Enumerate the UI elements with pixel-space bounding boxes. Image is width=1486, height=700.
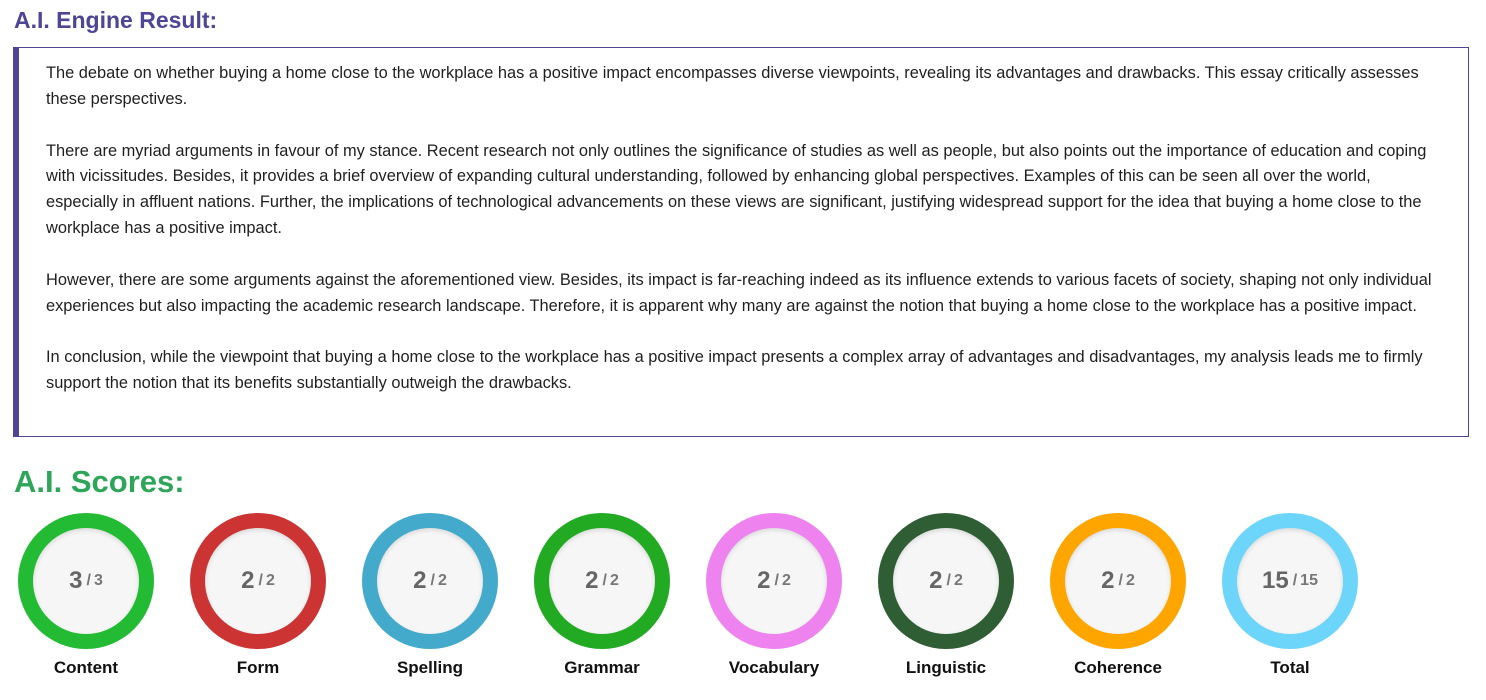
score-value: 3 <box>69 567 83 594</box>
score-total: 15/15 Total <box>1222 513 1358 693</box>
score-label: Vocabulary <box>728 658 820 677</box>
score-form: 2/2 Form <box>190 513 326 693</box>
score-ring: 2/2 <box>1050 513 1186 649</box>
score-value-display: 2/2 <box>1065 528 1171 634</box>
score-content: 3/3 Content <box>18 513 154 693</box>
score-separator: / <box>602 572 607 589</box>
score-separator: / <box>258 572 263 589</box>
essay-paragraph-3: However, there are some arguments agains… <box>46 270 1432 315</box>
score-ring: 15/15 <box>1222 513 1358 649</box>
score-label: Grammar <box>564 658 640 677</box>
score-value: 2 <box>413 567 427 594</box>
score-coherence: 2/2 Coherence <box>1050 513 1186 693</box>
score-ring: 2/2 <box>878 513 1014 649</box>
essay-paragraph-4: In conclusion, while the viewpoint that … <box>46 348 1423 393</box>
essay-result-box: The debate on whether buying a home clos… <box>13 47 1469 437</box>
score-separator: / <box>946 572 951 589</box>
score-vocabulary: 2/2 Vocabulary <box>706 513 842 693</box>
score-ring: 2/2 <box>534 513 670 649</box>
score-separator: / <box>774 572 779 589</box>
score-value: 2 <box>929 567 943 594</box>
engine-result-heading: A.I. Engine Result: <box>14 7 218 33</box>
score-value-display: 3/3 <box>33 528 139 634</box>
score-value: 15 <box>1262 567 1289 594</box>
score-value-display: 15/15 <box>1237 528 1343 634</box>
score-label: Total <box>1270 658 1310 677</box>
essay-paragraph-1: The debate on whether buying a home clos… <box>46 64 1419 108</box>
score-max: 2 <box>781 572 791 589</box>
essay-paragraph-2: There are myriad arguments in favour of … <box>46 141 1427 237</box>
score-separator: / <box>1118 572 1123 589</box>
score-value-display: 2/2 <box>205 528 311 634</box>
score-ring: 2/2 <box>706 513 842 649</box>
score-max: 2 <box>437 572 447 589</box>
score-separator: / <box>86 572 91 589</box>
score-value-display: 2/2 <box>377 528 483 634</box>
score-max: 3 <box>93 572 103 589</box>
score-label: Linguistic <box>905 658 987 677</box>
score-label: Content <box>53 658 119 677</box>
score-max: 2 <box>265 572 275 589</box>
score-ring: 3/3 <box>18 513 154 649</box>
scores-heading: A.I. Scores: <box>14 464 185 499</box>
score-value-display: 2/2 <box>721 528 827 634</box>
score-label: Spelling <box>396 658 464 677</box>
score-value: 2 <box>241 567 255 594</box>
score-max: 2 <box>1125 572 1135 589</box>
score-separator: / <box>430 572 435 589</box>
score-linguistic: 2/2 Linguistic <box>878 513 1014 693</box>
score-ring: 2/2 <box>362 513 498 649</box>
score-label: Form <box>236 658 280 677</box>
score-value-display: 2/2 <box>549 528 655 634</box>
score-grammar: 2/2 Grammar <box>534 513 670 693</box>
score-value: 2 <box>1101 567 1115 594</box>
score-spelling: 2/2 Spelling <box>362 513 498 693</box>
score-max: 15 <box>1300 572 1318 589</box>
score-value: 2 <box>585 567 599 594</box>
score-value-display: 2/2 <box>893 528 999 634</box>
score-max: 2 <box>609 572 619 589</box>
score-separator: / <box>1292 572 1298 589</box>
score-ring: 2/2 <box>190 513 326 649</box>
score-max: 2 <box>953 572 963 589</box>
score-value: 2 <box>757 567 771 594</box>
score-label: Coherence <box>1074 658 1162 677</box>
